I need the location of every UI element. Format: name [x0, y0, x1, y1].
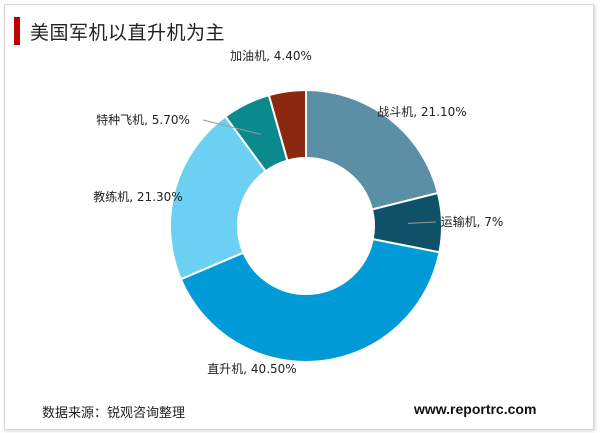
- website-url: www.reportrc.com: [414, 401, 537, 417]
- leader-line-4: [202, 119, 262, 135]
- data-label-0: 战斗机, 21.10%: [377, 105, 466, 119]
- title-accent-bar: [14, 17, 20, 45]
- chart-title: 美国军机以直升机为主: [30, 22, 226, 44]
- slice-0: [305, 88, 440, 211]
- slice-5: [267, 88, 307, 162]
- slice-2: [179, 237, 441, 363]
- slice-3: [169, 115, 268, 281]
- data-label-2: 直升机, 40.50%: [207, 362, 296, 376]
- data-label-5: 加油机, 4.40%: [230, 49, 312, 63]
- data-label-4: 特种飞机, 5.70%: [96, 112, 190, 127]
- data-label-1: 运输机, 7%: [441, 214, 504, 229]
- data-source: 数据来源：锐观咨询整理: [42, 406, 186, 421]
- leader-line-1: [407, 221, 437, 224]
- data-label-3: 教练机, 21.30%: [93, 189, 182, 204]
